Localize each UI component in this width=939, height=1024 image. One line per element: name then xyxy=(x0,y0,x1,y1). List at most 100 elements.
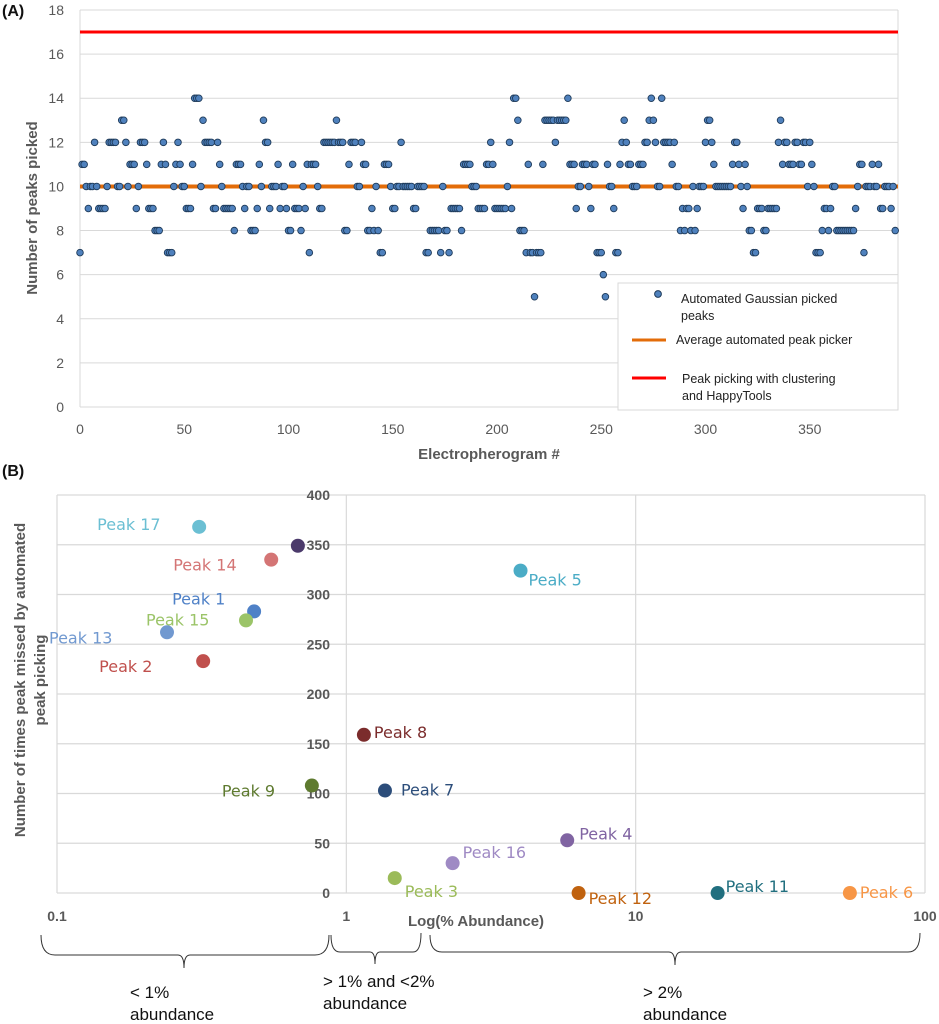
x-tick-label: 250 xyxy=(590,421,614,437)
data-point xyxy=(728,160,737,169)
data-point xyxy=(276,204,284,213)
data-point xyxy=(218,182,226,191)
y-tick-label: 2 xyxy=(56,355,64,371)
data-point xyxy=(651,138,660,147)
data-point xyxy=(614,248,622,257)
data-point xyxy=(620,116,628,125)
data-point xyxy=(789,160,797,169)
data-point xyxy=(142,160,151,169)
data-point xyxy=(76,248,84,257)
data-point xyxy=(167,248,176,257)
chart-a-x-axis-title: Electropherogram # xyxy=(418,446,560,463)
x-tick-label: 100 xyxy=(913,908,937,924)
data-point xyxy=(691,226,699,235)
y-tick-label: 10 xyxy=(48,178,64,194)
data-point xyxy=(818,226,827,235)
data-point xyxy=(253,204,261,213)
data-point xyxy=(708,138,716,147)
data-point xyxy=(301,204,309,213)
data-point xyxy=(445,248,453,257)
data-point xyxy=(858,160,866,169)
data-point xyxy=(655,182,664,191)
data-point xyxy=(211,204,220,213)
chart-b-gridlines xyxy=(56,494,926,894)
data-point xyxy=(240,204,249,213)
data-point xyxy=(747,226,756,235)
data-point xyxy=(851,204,860,213)
point-label: Peak 4 xyxy=(579,824,632,843)
x-tick-label: 350 xyxy=(798,421,822,437)
data-point xyxy=(524,160,533,169)
data-point xyxy=(420,182,428,191)
data-point xyxy=(530,292,539,301)
data-point xyxy=(551,138,560,147)
data-point xyxy=(783,138,791,147)
data-point xyxy=(282,204,291,213)
data-point xyxy=(772,204,781,213)
data-point xyxy=(170,182,178,191)
data-point xyxy=(196,654,211,669)
data-point xyxy=(668,160,676,169)
data-point xyxy=(272,182,280,191)
point-label: Peak 15 xyxy=(146,610,209,629)
point-label: Peak 7 xyxy=(401,781,454,800)
x-tick-label: 300 xyxy=(694,421,718,437)
panel-label-a: (A) xyxy=(2,3,24,20)
data-point xyxy=(520,226,528,235)
data-point xyxy=(434,226,443,235)
data-point xyxy=(806,138,814,147)
y-tick-label: 200 xyxy=(307,686,331,702)
data-point xyxy=(626,160,635,169)
data-point xyxy=(130,160,138,169)
data-point xyxy=(247,604,262,619)
point-label: Peak 5 xyxy=(529,571,582,590)
chart-a: (A) 0 2 4 6 8 10 12 14 16 18 0 50 100 150 200 250 300 350… xyxy=(2,2,899,463)
data-point xyxy=(571,886,586,900)
data-point xyxy=(397,138,405,147)
y-tick-label: 400 xyxy=(307,487,331,503)
point-label: Peak 12 xyxy=(589,889,652,908)
data-point xyxy=(305,248,314,257)
annotation-high-line1: > 2% xyxy=(643,983,682,1002)
data-point xyxy=(257,182,266,191)
y-tick-label: 300 xyxy=(307,587,331,603)
data-point xyxy=(622,138,631,147)
panel-label-b: (B) xyxy=(2,463,24,480)
x-tick-label: 10 xyxy=(628,908,644,924)
y-tick-label: 14 xyxy=(48,90,64,106)
data-point xyxy=(361,160,370,169)
data-point xyxy=(411,204,420,213)
data-point xyxy=(378,248,387,257)
data-point xyxy=(808,160,816,169)
data-point xyxy=(357,138,366,147)
data-point xyxy=(355,182,364,191)
data-point xyxy=(263,138,272,147)
data-point xyxy=(377,783,392,798)
data-point xyxy=(132,204,141,213)
data-point xyxy=(351,138,359,147)
data-point xyxy=(80,160,88,169)
data-point xyxy=(174,138,182,147)
data-point xyxy=(424,248,432,257)
data-point xyxy=(505,138,514,147)
data-point xyxy=(810,182,818,191)
data-point xyxy=(710,160,718,169)
data-point xyxy=(199,116,207,125)
x-tick-label: 0 xyxy=(76,421,84,437)
annotation-low-line2: abundance xyxy=(130,1005,214,1024)
y-tick-label: 0 xyxy=(56,399,64,415)
data-point xyxy=(726,182,735,191)
data-point xyxy=(657,94,666,102)
data-point xyxy=(610,204,618,213)
data-point xyxy=(878,204,887,213)
data-point xyxy=(699,182,708,191)
point-label: Peak 3 xyxy=(405,882,458,901)
data-point xyxy=(758,204,766,213)
data-point xyxy=(391,204,399,213)
data-point xyxy=(584,182,593,191)
abundance-braces xyxy=(40,932,921,969)
data-point xyxy=(288,160,297,169)
chart-a-ticks: 0 2 4 6 8 10 12 14 16 18 0 50 100 150 200 250 300 350 xyxy=(48,2,821,437)
data-point xyxy=(356,727,371,742)
